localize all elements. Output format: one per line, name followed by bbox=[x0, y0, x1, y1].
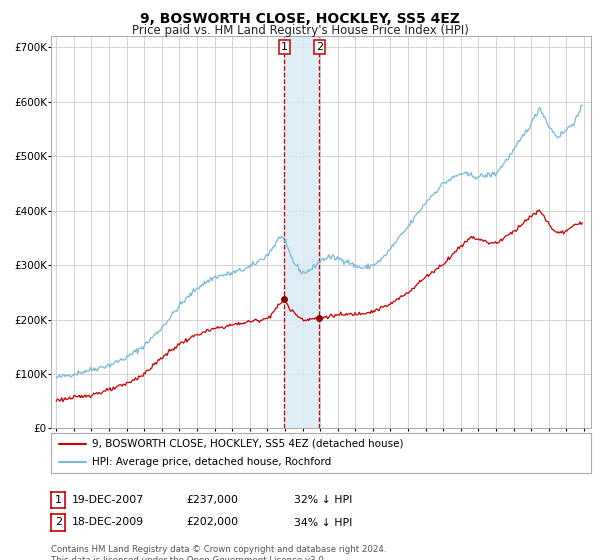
Text: 32% ↓ HPI: 32% ↓ HPI bbox=[294, 495, 352, 505]
Text: £237,000: £237,000 bbox=[186, 495, 238, 505]
Text: 2: 2 bbox=[55, 517, 62, 528]
Text: 19-DEC-2007: 19-DEC-2007 bbox=[72, 495, 144, 505]
Text: 18-DEC-2009: 18-DEC-2009 bbox=[72, 517, 144, 528]
Text: £202,000: £202,000 bbox=[186, 517, 238, 528]
Text: HPI: Average price, detached house, Rochford: HPI: Average price, detached house, Roch… bbox=[91, 458, 331, 467]
Text: 34% ↓ HPI: 34% ↓ HPI bbox=[294, 517, 352, 528]
Text: 1: 1 bbox=[281, 43, 288, 52]
Text: 9, BOSWORTH CLOSE, HOCKLEY, SS5 4EZ (detached house): 9, BOSWORTH CLOSE, HOCKLEY, SS5 4EZ (det… bbox=[91, 439, 403, 449]
Text: Price paid vs. HM Land Registry's House Price Index (HPI): Price paid vs. HM Land Registry's House … bbox=[131, 24, 469, 36]
Text: Contains HM Land Registry data © Crown copyright and database right 2024.
This d: Contains HM Land Registry data © Crown c… bbox=[51, 545, 386, 560]
Text: 2: 2 bbox=[316, 43, 323, 52]
Text: 9, BOSWORTH CLOSE, HOCKLEY, SS5 4EZ: 9, BOSWORTH CLOSE, HOCKLEY, SS5 4EZ bbox=[140, 12, 460, 26]
Text: 1: 1 bbox=[55, 495, 62, 505]
Bar bbox=[284, 36, 319, 428]
